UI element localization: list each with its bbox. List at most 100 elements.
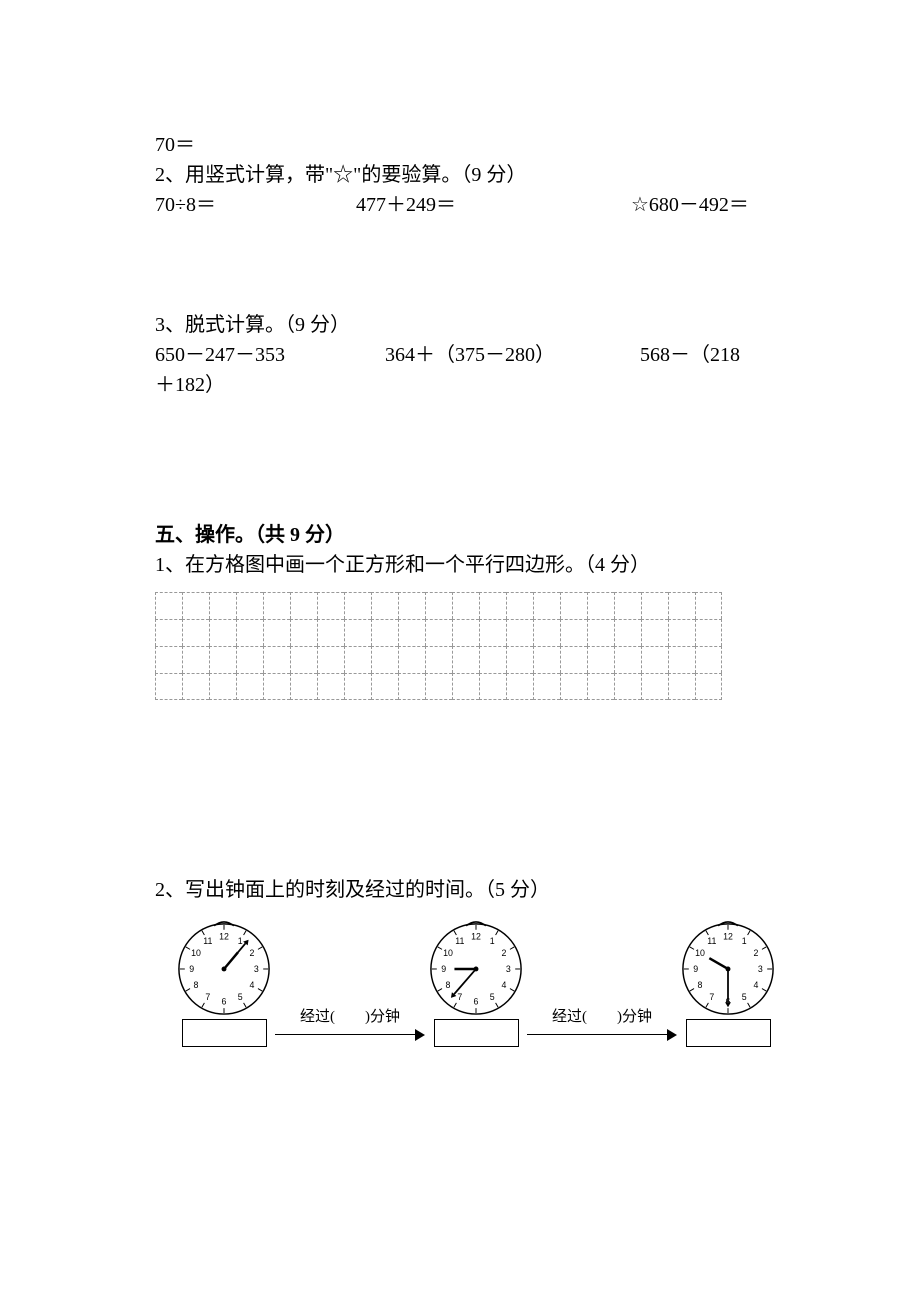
svg-text:8: 8	[194, 980, 199, 990]
grid-cell	[641, 592, 668, 619]
grid-cell	[533, 592, 560, 619]
grid-cell	[263, 646, 290, 673]
svg-text:5: 5	[490, 992, 495, 1002]
grid-cell	[398, 619, 425, 646]
grid-cell	[479, 592, 506, 619]
svg-text:6: 6	[474, 996, 479, 1006]
grid-cell	[614, 592, 641, 619]
q2-title: 2、用竖式计算，带"☆"的要验算。（9 分）	[155, 160, 765, 190]
q1-tail: 70＝	[155, 130, 765, 160]
grid-cell	[506, 646, 533, 673]
grid-cell	[371, 646, 398, 673]
grid-cell	[533, 619, 560, 646]
grid-cell	[236, 592, 263, 619]
svg-text:11: 11	[707, 936, 716, 946]
grid-cell	[425, 592, 452, 619]
svg-text:4: 4	[250, 980, 255, 990]
grid-cell	[371, 673, 398, 700]
section5-q1: 1、在方格图中画一个正方形和一个平行四边形。（4 分）	[155, 550, 765, 580]
q3-tail: ＋182）	[155, 370, 765, 400]
grid-cell	[587, 592, 614, 619]
arrow-2-line	[527, 1028, 677, 1042]
q3-item-1: 650－247－353	[155, 340, 285, 370]
grid-cell	[290, 673, 317, 700]
q2-item-1: 70÷8＝	[155, 190, 216, 220]
grid-cell	[398, 673, 425, 700]
svg-text:11: 11	[455, 936, 464, 946]
grid-cell	[560, 646, 587, 673]
grid-cell	[614, 619, 641, 646]
grid-cell	[344, 619, 371, 646]
grid-cell	[182, 646, 209, 673]
grid-cell	[614, 673, 641, 700]
svg-text:3: 3	[758, 964, 763, 974]
q2-item-2: 477＋249＝	[356, 190, 456, 220]
arrow-2-block: 经过( )分钟	[527, 919, 677, 1042]
svg-text:2: 2	[250, 948, 255, 958]
grid-cell	[155, 619, 182, 646]
grid-row	[155, 619, 730, 646]
q3-item-2: 364＋（375－280）	[385, 340, 555, 370]
grid-cell	[425, 646, 452, 673]
clock-2-answer-box[interactable]	[434, 1019, 519, 1047]
grid-cell	[209, 646, 236, 673]
svg-text:3: 3	[506, 964, 511, 974]
grid-cell	[560, 619, 587, 646]
section5-q2: 2、写出钟面上的时刻及经过的时间。（5 分）	[155, 875, 765, 905]
grid-cell	[695, 673, 722, 700]
section5-heading: 五、操作。（共 9 分）	[155, 520, 765, 550]
clock-3-block: 121234567891011	[679, 919, 777, 1047]
grid-cell	[155, 646, 182, 673]
svg-text:12: 12	[219, 932, 229, 942]
grid-cell	[209, 619, 236, 646]
grid-cell	[317, 673, 344, 700]
svg-text:9: 9	[441, 964, 446, 974]
grid-cell	[425, 673, 452, 700]
grid-cell	[371, 592, 398, 619]
arrow-1-block: 经过( )分钟	[275, 919, 425, 1042]
grid-cell	[695, 646, 722, 673]
svg-text:5: 5	[742, 992, 747, 1002]
svg-text:9: 9	[693, 964, 698, 974]
svg-text:12: 12	[471, 932, 481, 942]
grid-cell	[452, 646, 479, 673]
grid-cell	[182, 619, 209, 646]
grid-cell	[668, 619, 695, 646]
svg-text:7: 7	[205, 992, 210, 1002]
svg-text:2: 2	[754, 948, 759, 958]
svg-text:9: 9	[189, 964, 194, 974]
clock-1: 121234567891011	[175, 919, 273, 1017]
worksheet-page: 70＝ 2、用竖式计算，带"☆"的要验算。（9 分） 70÷8＝ 477＋249…	[0, 0, 920, 1087]
svg-text:6: 6	[222, 996, 227, 1006]
svg-text:4: 4	[502, 980, 507, 990]
grid-cell	[479, 619, 506, 646]
grid-cell	[560, 592, 587, 619]
grid-cell	[641, 646, 668, 673]
grid-cell	[452, 619, 479, 646]
grid-row	[155, 673, 730, 700]
grid-row	[155, 592, 730, 619]
grid-cell	[452, 673, 479, 700]
grid-cell	[182, 592, 209, 619]
svg-text:4: 4	[754, 980, 759, 990]
q3-items-row: 650－247－353 364＋（375－280） 568－（218	[155, 340, 765, 370]
grid-cell	[344, 673, 371, 700]
clock-1-answer-box[interactable]	[182, 1019, 267, 1047]
grid-cell	[263, 619, 290, 646]
grid-cell	[236, 619, 263, 646]
grid-cell	[695, 592, 722, 619]
grid-cell	[236, 673, 263, 700]
grid-cell	[533, 673, 560, 700]
clock-3-answer-box[interactable]	[686, 1019, 771, 1047]
clock-3: 121234567891011	[679, 919, 777, 1017]
arrow-2-label: 经过( )分钟	[552, 1005, 652, 1026]
svg-text:10: 10	[695, 948, 705, 958]
svg-text:10: 10	[191, 948, 201, 958]
svg-text:7: 7	[709, 992, 714, 1002]
q2-item-3: ☆680－492＝	[631, 190, 749, 220]
grid-cell	[641, 619, 668, 646]
grid-cell	[182, 673, 209, 700]
grid-cell	[155, 673, 182, 700]
grid-cell	[398, 592, 425, 619]
grid-cell	[317, 646, 344, 673]
